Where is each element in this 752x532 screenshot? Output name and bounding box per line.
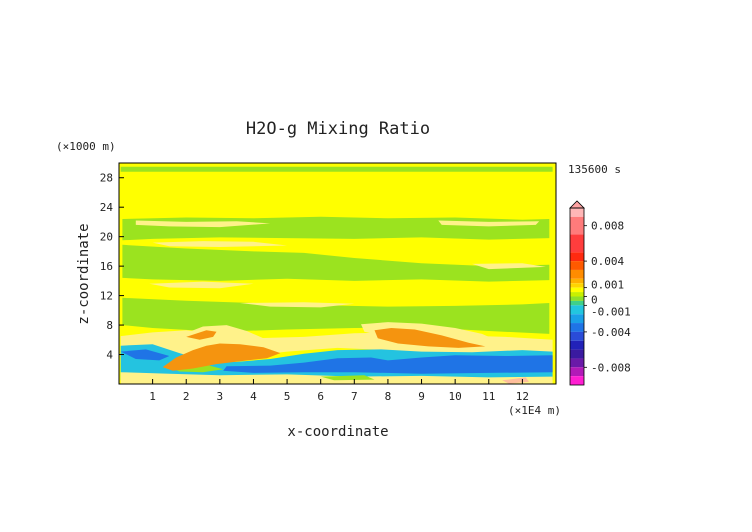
x-tick-label: 3	[217, 390, 224, 403]
contour-region-green	[172, 364, 224, 373]
x-axis-ticks: 1 2 3 4 5 6 7 8 9 10 11 12	[149, 379, 529, 403]
contour-region-blue	[120, 349, 170, 361]
colorbar-band	[570, 287, 584, 293]
time-label: 135600 s	[568, 163, 621, 176]
y-tick-label: 16	[100, 260, 113, 273]
colorbar-band	[570, 296, 584, 301]
y-axis-label: z-coordinate	[76, 223, 92, 324]
x-tick-label: 4	[250, 390, 257, 403]
x-tick-label: 12	[516, 390, 529, 403]
y-tick-label: 12	[100, 290, 113, 303]
x-tick-label: 8	[385, 390, 392, 403]
contour-region-orange	[186, 330, 217, 340]
colorbar-bands	[570, 208, 584, 385]
x-unit-label: (×1E4 m)	[508, 404, 561, 417]
colorbar-band	[570, 234, 584, 253]
colorbar-label: 0	[591, 294, 598, 307]
colorbar-band	[570, 314, 584, 324]
x-tick-label: 1	[149, 390, 156, 403]
colorbar-band	[570, 292, 584, 297]
x-tick-label: 9	[418, 390, 425, 403]
y-axis-ticks: 4 8 12 16 20 24 28	[100, 172, 124, 362]
contour-region-light_yellow	[472, 263, 546, 270]
contour-region-green	[122, 297, 550, 334]
y-tick-label: 20	[100, 231, 113, 244]
y-tick-label: 8	[106, 319, 113, 332]
plot-frame	[118, 162, 557, 385]
colorbar-band	[570, 300, 584, 306]
colorbar-band	[570, 269, 584, 279]
contour-regions	[120, 166, 553, 384]
colorbar-band	[570, 331, 584, 341]
colorbar-labels: 0.008 0.004 0.001 0-0.001 -0.004 -0.008	[584, 220, 631, 374]
contour-region-blue	[223, 355, 553, 374]
colorbar-band	[570, 358, 584, 368]
colorbar-label: 0.001	[591, 279, 624, 292]
x-tick-label: 11	[482, 390, 495, 403]
colorbar-band	[570, 252, 584, 262]
contour-region-green	[120, 166, 553, 172]
colorbar-band	[570, 208, 584, 217]
colorbar-label: -0.008	[591, 361, 631, 374]
chart-title: H2O-g Mixing Ratio	[246, 119, 430, 139]
x-tick-label: 10	[449, 390, 462, 403]
colorbar-label: -0.004	[591, 326, 631, 339]
colorbar: 0.008 0.004 0.001 0-0.001 -0.004 -0.008	[569, 200, 631, 386]
colorbar-band	[570, 323, 584, 332]
colorbar-band	[570, 283, 584, 288]
y-unit-label: (×1000 m)	[56, 140, 116, 153]
contour-region-green	[122, 216, 550, 241]
colorbar-band	[570, 376, 584, 385]
y-tick-label: 4	[106, 349, 113, 362]
contour-region-light_yellow	[135, 220, 271, 228]
y-tick-label: 28	[100, 172, 113, 185]
x-tick-label: 5	[284, 390, 291, 403]
colorbar-band	[570, 278, 584, 284]
colorbar-band	[570, 367, 584, 377]
colorbar-band	[570, 340, 584, 350]
contour-region-light_yellow	[438, 220, 540, 227]
x-tick-label: 6	[317, 390, 324, 403]
colorbar-band	[570, 261, 584, 270]
x-axis-label: x-coordinate	[287, 424, 388, 440]
contour-region-orange	[374, 328, 486, 348]
colorbar-band	[570, 349, 584, 359]
contour-region-green	[320, 375, 375, 381]
colorbar-top-arrow	[569, 200, 585, 209]
colorbar-label: 0.008	[591, 220, 624, 233]
y-tick-label: 24	[100, 201, 114, 214]
contour-region-light_yellow	[152, 241, 288, 247]
colorbar-label: -0.001	[591, 305, 631, 318]
colorbar-band	[570, 216, 584, 235]
contour-region-orange	[162, 343, 281, 371]
colorbar-band	[570, 305, 584, 315]
colorbar-label: 0.004	[591, 255, 624, 268]
contour-region-green	[122, 244, 550, 282]
x-tick-label: 2	[183, 390, 190, 403]
contour-region-light_yellow	[149, 281, 254, 289]
x-tick-label: 7	[351, 390, 358, 403]
contour-region-light_yellow	[240, 302, 355, 308]
